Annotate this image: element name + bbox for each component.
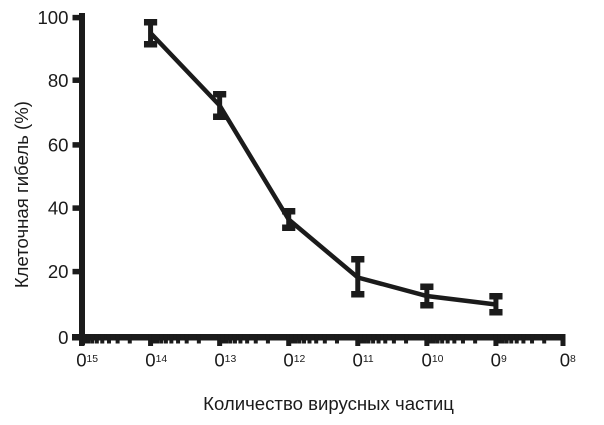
svg-text:40: 40 bbox=[48, 198, 69, 219]
svg-text:0: 0 bbox=[58, 327, 68, 348]
svg-text:80: 80 bbox=[48, 70, 69, 91]
svg-text:Клеточная гибель (%): Клеточная гибель (%) bbox=[11, 101, 32, 288]
svg-text:Количество вирусных частиц: Количество вирусных частиц bbox=[203, 393, 454, 414]
svg-text:60: 60 bbox=[48, 135, 69, 156]
svg-text:100: 100 bbox=[37, 7, 68, 28]
svg-text:20: 20 bbox=[48, 261, 69, 282]
